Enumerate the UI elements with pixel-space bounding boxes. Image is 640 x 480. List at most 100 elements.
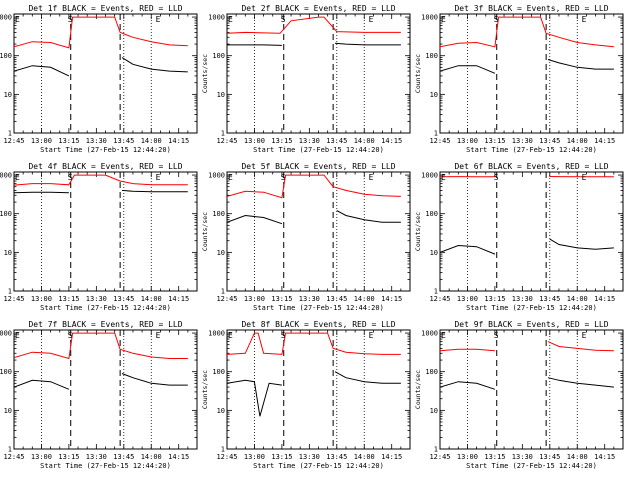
marker-e: E xyxy=(15,173,20,182)
x-tick-label: 13:45 xyxy=(326,295,347,303)
x-tick-label: 13:15 xyxy=(484,137,505,145)
panel-title: Det 4f BLACK = Events, RED = LLD xyxy=(28,162,182,171)
x-tick-label: 14:15 xyxy=(594,295,615,303)
x-tick-label: 14:00 xyxy=(141,295,162,303)
x-tick-label: 14:15 xyxy=(168,295,189,303)
series-black-line xyxy=(14,57,188,77)
x-tick-label: 13:00 xyxy=(457,453,478,461)
series-red-line xyxy=(440,341,614,352)
y-tick-label: 1000 xyxy=(0,14,12,22)
y-tick-label: 1000 xyxy=(421,330,438,338)
y-tick-label: 10 xyxy=(430,249,438,257)
x-axis-label: Start Time (27-Feb-15 12:44:20) xyxy=(466,462,597,470)
x-tick-label: 13:00 xyxy=(457,295,478,303)
x-tick-label: 13:00 xyxy=(244,453,265,461)
x-tick-label: 12:45 xyxy=(429,137,450,145)
series-black-line xyxy=(440,238,614,255)
plot-frame xyxy=(226,171,411,292)
marker-e: E xyxy=(582,173,587,182)
x-tick-label: 14:00 xyxy=(141,137,162,145)
y-tick-label: 1 xyxy=(221,130,225,138)
y-tick-label: 1 xyxy=(434,446,438,454)
y-tick-label: 1 xyxy=(434,130,438,138)
y-tick-label: 10 xyxy=(4,407,12,415)
y-axis-label: Counts/sec xyxy=(414,54,422,93)
x-tick-label: 14:00 xyxy=(354,295,375,303)
marker-s: S xyxy=(494,15,499,24)
marker-e: E xyxy=(369,173,374,182)
y-tick-label: 1000 xyxy=(421,14,438,22)
panel-2: Det 2f BLACK = Events, RED = LLD 1 10 100 10… xyxy=(201,4,411,154)
x-tick-label: 13:15 xyxy=(271,295,292,303)
y-tick-label: 100 xyxy=(0,368,12,376)
y-tick-label: 1 xyxy=(221,446,225,454)
x-tick-label: 12:45 xyxy=(429,295,450,303)
plot-frame xyxy=(13,171,198,292)
marker-e: E xyxy=(582,331,587,340)
y-tick-label: 10 xyxy=(217,91,225,99)
marker-s: S xyxy=(281,173,286,182)
marker-e: E xyxy=(228,173,233,182)
marker-s: S xyxy=(494,173,499,182)
panel-6: Det 6f BLACK = Events, RED = LLD 1 10 100 10… xyxy=(414,162,624,312)
y-axis-label: Counts/sec xyxy=(201,212,209,251)
x-tick-label: 14:00 xyxy=(567,137,588,145)
x-tick-label: 13:30 xyxy=(86,453,107,461)
x-tick-label: 13:45 xyxy=(326,453,347,461)
panel-title: Det 6f BLACK = Events, RED = LLD xyxy=(454,162,608,171)
series-black-line xyxy=(14,373,188,390)
x-tick-label: 13:15 xyxy=(58,453,79,461)
y-tick-label: 1000 xyxy=(208,172,225,180)
x-tick-label: 13:30 xyxy=(86,295,107,303)
x-tick-label: 13:30 xyxy=(512,295,533,303)
marker-e: E xyxy=(156,173,161,182)
y-tick-label: 100 xyxy=(425,52,438,60)
marker-e: E xyxy=(441,331,446,340)
panel-title: Det 5f BLACK = Events, RED = LLD xyxy=(241,162,395,171)
x-tick-label: 12:45 xyxy=(429,453,450,461)
y-tick-label: 1000 xyxy=(208,330,225,338)
marker-e: E xyxy=(228,15,233,24)
x-tick-label: 13:45 xyxy=(539,295,560,303)
series-red-line xyxy=(440,16,614,48)
panel-8: Det 8f BLACK = Events, RED = LLD 1 10 100 10… xyxy=(201,320,411,470)
plot-frame xyxy=(226,13,411,134)
panel-title: Det 1f BLACK = Events, RED = LLD xyxy=(28,4,182,13)
x-tick-label: 13:45 xyxy=(539,137,560,145)
y-tick-label: 10 xyxy=(430,407,438,415)
x-tick-label: 13:00 xyxy=(31,295,52,303)
plot-frame xyxy=(226,329,411,450)
series-black-line xyxy=(227,42,401,46)
x-tick-label: 13:15 xyxy=(271,453,292,461)
marker-s: S xyxy=(281,15,286,24)
y-tick-label: 1000 xyxy=(208,14,225,22)
x-tick-label: 14:00 xyxy=(567,453,588,461)
y-tick-label: 1 xyxy=(8,130,12,138)
x-tick-label: 12:45 xyxy=(3,295,24,303)
x-tick-label: 13:15 xyxy=(271,137,292,145)
plot-frame xyxy=(13,329,198,450)
series-red-line xyxy=(14,332,188,360)
y-tick-label: 10 xyxy=(430,91,438,99)
x-axis-label: Start Time (27-Feb-15 12:44:20) xyxy=(40,304,171,312)
x-tick-label: 13:45 xyxy=(113,137,134,145)
panel-1: Det 1f BLACK = Events, RED = LLD 1 10 100 10… xyxy=(0,4,198,154)
y-tick-label: 1000 xyxy=(0,330,12,338)
x-tick-label: 13:45 xyxy=(113,295,134,303)
x-tick-label: 13:15 xyxy=(58,295,79,303)
panel-title: Det 9f BLACK = Events, RED = LLD xyxy=(454,320,608,329)
panel-title: Det 2f BLACK = Events, RED = LLD xyxy=(241,4,395,13)
x-tick-label: 14:15 xyxy=(381,453,402,461)
panel-title: Det 7f BLACK = Events, RED = LLD xyxy=(28,320,182,329)
y-tick-label: 1000 xyxy=(0,172,12,180)
panel-title: Det 8f BLACK = Events, RED = LLD xyxy=(241,320,395,329)
y-tick-label: 10 xyxy=(4,249,12,257)
marker-e: E xyxy=(15,15,20,24)
y-axis-label: Counts/sec xyxy=(414,212,422,251)
x-tick-label: 13:15 xyxy=(484,453,505,461)
y-tick-label: 10 xyxy=(217,249,225,257)
y-tick-label: 100 xyxy=(212,52,225,60)
plot-frame xyxy=(13,13,198,134)
series-red-line xyxy=(227,16,401,34)
x-tick-label: 12:45 xyxy=(216,137,237,145)
